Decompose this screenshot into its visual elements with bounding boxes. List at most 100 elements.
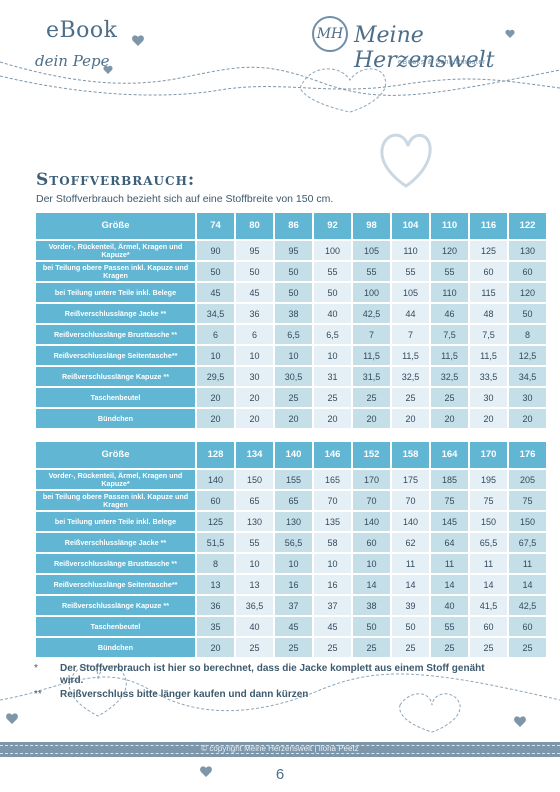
value-cell: 60 — [353, 533, 390, 552]
value-cell: 55 — [236, 533, 273, 552]
note-text: Reißverschluss bitte länger kaufen und d… — [60, 689, 309, 700]
value-cell: 10 — [275, 346, 312, 365]
value-cell: 11 — [470, 554, 507, 573]
value-cell: 25 — [236, 638, 273, 657]
value-cell: 60 — [509, 617, 546, 636]
value-cell: 33,5 — [470, 367, 507, 386]
value-cell: 130 — [275, 512, 312, 531]
value-cell: 195 — [470, 470, 507, 489]
size-header-label: Größe — [36, 442, 195, 468]
value-cell: 55 — [392, 262, 429, 281]
row-label: Bündchen — [36, 409, 195, 428]
value-cell: 20 — [236, 409, 273, 428]
value-cell: 39 — [392, 596, 429, 615]
fabric-table-small-sizes: Größe 74 80 86 92 98 104 110 116 122 Vorder-, Rück… — [34, 211, 548, 430]
value-cell: 50 — [353, 617, 390, 636]
page-number: 6 — [275, 766, 285, 783]
value-cell: 11 — [392, 554, 429, 573]
value-cell: 45 — [275, 617, 312, 636]
value-cell: 25 — [314, 638, 351, 657]
size-header-cell: 164 — [431, 442, 468, 468]
row-label: Taschenbeutel — [36, 388, 195, 407]
value-cell: 14 — [470, 575, 507, 594]
row-label: Reißverschlusslänge Seitentasche** — [36, 346, 195, 365]
value-cell: 55 — [431, 617, 468, 636]
value-cell: 60 — [470, 617, 507, 636]
value-cell: 25 — [275, 388, 312, 407]
value-cell: 25 — [353, 388, 390, 407]
row-label: Reißverschlusslänge Jacke ** — [36, 304, 195, 323]
value-cell: 140 — [197, 470, 234, 489]
value-cell: 95 — [275, 241, 312, 260]
value-cell: 14 — [509, 575, 546, 594]
value-cell: 50 — [197, 262, 234, 281]
value-cell: 11,5 — [431, 346, 468, 365]
table-row: bei Teilung untere Teile inkl. Belege 45 4… — [36, 283, 546, 302]
value-cell: 32,5 — [431, 367, 468, 386]
size-header-cell: 158 — [392, 442, 429, 468]
value-cell: 64 — [431, 533, 468, 552]
value-cell: 36 — [236, 304, 273, 323]
value-cell: 11,5 — [392, 346, 429, 365]
value-cell: 55 — [314, 262, 351, 281]
table-row: Reißverschlusslänge Jacke ** 51,5 55 56,5 58… — [36, 533, 546, 552]
value-cell: 16 — [314, 575, 351, 594]
value-cell: 120 — [509, 283, 546, 302]
value-cell: 11 — [509, 554, 546, 573]
brand-name: Meine Herzenswelt — [354, 23, 495, 73]
value-cell: 7,5 — [470, 325, 507, 344]
table-row: bei Teilung obere Passen inkl. Kapuze un… — [36, 491, 546, 510]
value-cell: 155 — [275, 470, 312, 489]
value-cell: 32,5 — [392, 367, 429, 386]
size-header-cell: 152 — [353, 442, 390, 468]
table-row: bei Teilung obere Passen inkl. Kapuze un… — [36, 262, 546, 281]
size-header-cell: 116 — [470, 213, 507, 239]
value-cell: 10 — [314, 554, 351, 573]
table-row: Reißverschlusslänge Kapuze ** 36 36,5 37 37 3… — [36, 596, 546, 615]
value-cell: 150 — [509, 512, 546, 531]
value-cell: 34,5 — [197, 304, 234, 323]
value-cell: 60 — [197, 491, 234, 510]
value-cell: 30 — [236, 367, 273, 386]
table-row: Reißverschlusslänge Brusttasche ** 6 6 6,5 6… — [36, 325, 546, 344]
size-header-cell: 92 — [314, 213, 351, 239]
table-row: Bündchen 20 20 20 20 20 20 20 20 20 — [36, 409, 546, 428]
value-cell: 100 — [314, 241, 351, 260]
value-cell: 7,5 — [431, 325, 468, 344]
value-cell: 55 — [353, 262, 390, 281]
value-cell: 20 — [431, 409, 468, 428]
value-cell: 50 — [314, 283, 351, 302]
table-row: Taschenbeutel 35 40 45 45 50 50 55 60 60 — [36, 617, 546, 636]
value-cell: 37 — [314, 596, 351, 615]
value-cell: 120 — [431, 241, 468, 260]
row-label: Bündchen — [36, 638, 195, 657]
value-cell: 25 — [392, 638, 429, 657]
value-cell: 10 — [197, 346, 234, 365]
row-label: bei Teilung untere Teile inkl. Belege — [36, 512, 195, 531]
value-cell: 10 — [353, 554, 390, 573]
value-cell: 30,5 — [275, 367, 312, 386]
size-header-cell: 140 — [275, 442, 312, 468]
size-header-cell: 122 — [509, 213, 546, 239]
value-cell: 37 — [275, 596, 312, 615]
value-cell: 165 — [314, 470, 351, 489]
value-cell: 10 — [275, 554, 312, 573]
size-header-label: Größe — [36, 213, 195, 239]
value-cell: 42,5 — [509, 596, 546, 615]
value-cell: 20 — [197, 388, 234, 407]
value-cell: 75 — [509, 491, 546, 510]
size-header-cell: 134 — [236, 442, 273, 468]
value-cell: 50 — [509, 304, 546, 323]
footer-stitch — [0, 745, 560, 746]
size-header-cell: 146 — [314, 442, 351, 468]
row-label: bei Teilung untere Teile inkl. Belege — [36, 283, 195, 302]
row-label: Reißverschlusslänge Seitentasche** — [36, 575, 195, 594]
value-cell: 38 — [353, 596, 390, 615]
fabric-table-large-sizes: Größe 128 134 140 146 152 158 164 170 176 Vorder-,… — [34, 440, 548, 659]
value-cell: 65 — [236, 491, 273, 510]
value-cell: 130 — [236, 512, 273, 531]
size-header-cell: 86 — [275, 213, 312, 239]
value-cell: 8 — [197, 554, 234, 573]
value-cell: 12,5 — [509, 346, 546, 365]
value-cell: 10 — [236, 554, 273, 573]
